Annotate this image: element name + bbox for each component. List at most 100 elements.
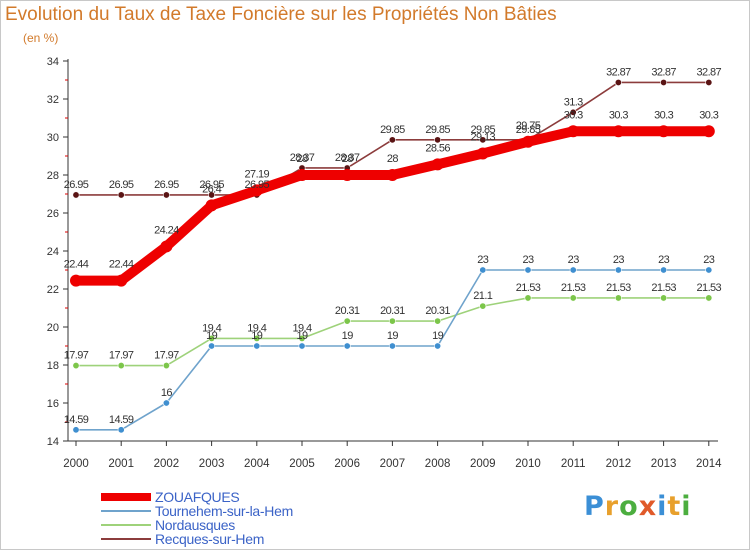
series-point-1 — [388, 342, 396, 350]
data-label-1: 23 — [613, 254, 625, 266]
logo-letter: o — [619, 491, 639, 522]
y-tick-label: 18 — [47, 360, 59, 372]
data-label-2: 20.31 — [335, 305, 360, 317]
series-point-3 — [705, 78, 713, 86]
legend-label-tournehem: Tournehem-sur-la-Hem — [155, 503, 293, 519]
chart-title: Evolution du Taux de Taxe Foncière sur l… — [5, 4, 557, 25]
data-label-1: 14.59 — [109, 414, 134, 426]
series-point-0 — [296, 169, 308, 181]
data-label-1: 23 — [522, 254, 534, 266]
series-point-2 — [72, 362, 80, 370]
data-label-2: 21.53 — [697, 282, 722, 294]
series-point-2 — [614, 294, 622, 302]
series-point-2 — [660, 294, 668, 302]
data-label-0: 22.44 — [109, 259, 134, 271]
series-point-1 — [705, 266, 713, 274]
x-tick-label: 2010 — [515, 458, 541, 470]
data-label-0: 28 — [342, 153, 354, 165]
data-label-2: 17.97 — [109, 350, 134, 362]
data-label-1: 19 — [342, 330, 354, 342]
logo-letter: r — [604, 491, 620, 522]
legend-swatch-nordausques — [101, 524, 151, 526]
data-label-2: 19.4 — [247, 322, 266, 334]
x-tick-label: 2006 — [334, 458, 360, 470]
data-label-0: 28.56 — [425, 142, 450, 154]
series-point-0 — [386, 169, 399, 181]
series-point-1 — [298, 342, 306, 350]
x-tick-label: 2008 — [425, 458, 451, 470]
legend-swatch-tournehem — [101, 510, 151, 512]
data-label-1: 16 — [161, 387, 173, 399]
x-tick-label: 2007 — [380, 458, 406, 470]
data-label-0: 28 — [296, 153, 308, 165]
series-point-2 — [388, 317, 396, 325]
data-label-0: 30.3 — [609, 109, 628, 121]
series-point-1 — [208, 342, 216, 350]
data-label-3: 29.85 — [471, 124, 496, 136]
data-label-2: 17.97 — [64, 350, 89, 362]
y-tick-label: 20 — [47, 322, 59, 334]
series-point-2 — [343, 317, 351, 325]
data-label-2: 20.31 — [380, 305, 405, 317]
series-point-0 — [657, 125, 670, 138]
series-point-2 — [298, 334, 306, 342]
data-label-2: 21.53 — [651, 282, 676, 294]
data-label-3: 31.3 — [564, 96, 583, 108]
data-label-3: 29.85 — [380, 124, 405, 136]
data-label-3: 32.87 — [606, 66, 631, 78]
series-point-0 — [476, 147, 489, 160]
data-label-3: 26.95 — [154, 179, 179, 191]
series-point-3 — [388, 136, 396, 144]
x-tick-label: 2003 — [199, 458, 225, 470]
series-point-3 — [162, 191, 170, 199]
series-point-1 — [343, 342, 351, 350]
series-point-3 — [479, 136, 487, 144]
x-tick-label: 2001 — [108, 458, 134, 470]
series-point-0 — [70, 274, 82, 287]
data-label-1: 23 — [477, 254, 489, 266]
x-tick-label: 2005 — [289, 458, 315, 470]
data-label-0: 30.3 — [699, 109, 718, 121]
series-point-3 — [569, 108, 577, 116]
series-point-3 — [614, 78, 622, 86]
data-label-3: 32.87 — [651, 66, 676, 78]
series-point-2 — [253, 334, 261, 342]
data-label-2: 21.53 — [606, 282, 631, 294]
series-point-1 — [117, 426, 125, 434]
x-tick-label: 2012 — [606, 458, 632, 470]
data-label-0: 27.19 — [245, 168, 270, 180]
unit-label: (en %) — [23, 31, 59, 45]
data-label-2: 17.97 — [154, 350, 179, 362]
data-label-2: 20.31 — [425, 305, 450, 317]
y-tick-label: 28 — [47, 170, 59, 182]
data-label-2: 21.53 — [516, 282, 541, 294]
data-label-0: 26.4 — [202, 183, 221, 195]
data-label-1: 23 — [568, 254, 580, 266]
logo-letter: i — [657, 491, 668, 522]
legend-label-nordausques: Nordausques — [155, 517, 235, 533]
x-tick-label: 2002 — [154, 458, 180, 470]
series-point-2 — [162, 362, 170, 370]
x-tick-label: 2013 — [651, 458, 677, 470]
series-point-1 — [253, 342, 261, 350]
data-label-2: 21.1 — [473, 290, 492, 302]
series-point-1 — [614, 266, 622, 274]
series-point-2 — [479, 302, 487, 310]
data-label-2: 19.4 — [202, 322, 221, 334]
series-point-1 — [660, 266, 668, 274]
y-tick-label: 24 — [47, 246, 59, 258]
proxiti-logo: Proxiti — [584, 491, 692, 522]
y-tick-label: 22 — [47, 284, 59, 296]
series-point-3 — [117, 191, 125, 199]
series-point-0 — [431, 158, 444, 171]
y-tick-label: 30 — [47, 132, 59, 144]
data-label-3: 28.37 — [335, 152, 360, 164]
series-point-1 — [162, 399, 170, 407]
series-point-0 — [612, 125, 625, 138]
legend-label-zouafques: ZOUAFQUES — [155, 489, 240, 505]
legend-swatch-zouafques — [101, 493, 151, 501]
data-label-1: 19 — [296, 330, 308, 342]
data-label-1: 23 — [658, 254, 670, 266]
